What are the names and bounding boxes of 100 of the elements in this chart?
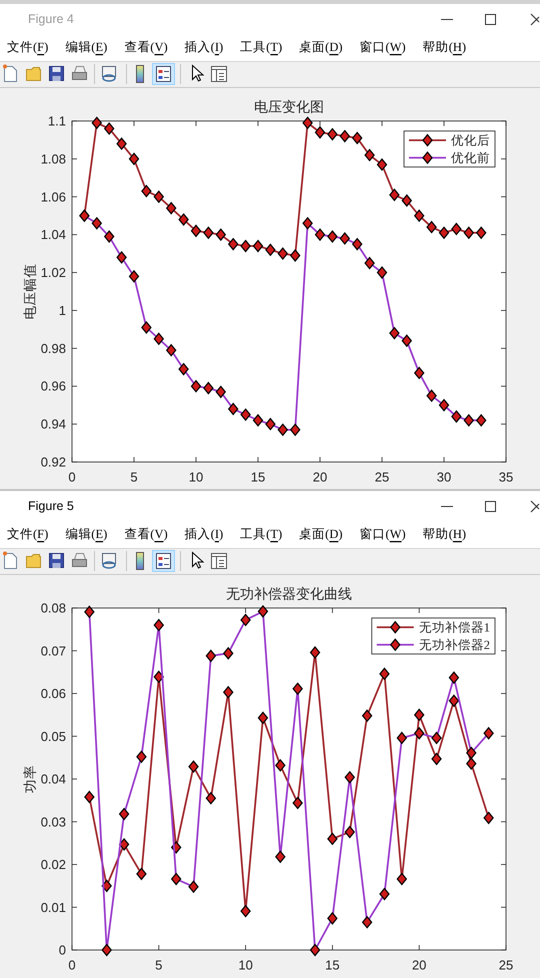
point [314, 228, 326, 241]
point [464, 414, 474, 426]
point [364, 149, 375, 162]
point [240, 240, 251, 252]
y-tick-label: 1.02 [40, 265, 66, 280]
point [396, 872, 407, 886]
point [223, 647, 234, 660]
point [476, 414, 486, 426]
text: 帮助(H) [422, 40, 466, 54]
point [92, 116, 102, 129]
point [484, 812, 494, 824]
point [327, 230, 338, 243]
text: 帮助(H) [422, 527, 466, 541]
point [290, 249, 300, 262]
chart-title: 无功补偿器变化曲线 [226, 586, 352, 602]
text: 桌面(D) [299, 527, 343, 541]
point [275, 850, 286, 863]
y-tick-label: 0 [58, 942, 66, 958]
point [379, 888, 390, 900]
point [116, 251, 127, 264]
point [292, 796, 303, 810]
point [216, 228, 226, 241]
point [451, 410, 462, 423]
y-tick-label: 0.02 [40, 857, 66, 872]
text: 查看(V) [124, 40, 168, 54]
point [431, 732, 442, 744]
y-tick-label: 0.07 [40, 643, 66, 658]
point [171, 872, 182, 886]
point [278, 248, 288, 260]
point [352, 132, 362, 144]
legend-label: 无功补偿器2 [418, 638, 490, 652]
point [190, 224, 202, 237]
x-tick-label: 15 [250, 470, 266, 484]
point [203, 226, 214, 239]
point [240, 614, 251, 626]
x-tick-label: 35 [498, 470, 514, 484]
point [362, 916, 372, 928]
y-tick-label: 1.1 [48, 114, 66, 128]
y-tick-label: 0.08 [40, 600, 66, 616]
text: 窗口(W) [360, 39, 406, 54]
legend-label: 优化后 [451, 133, 490, 148]
point [402, 194, 412, 207]
legend-label: 优化前 [451, 150, 490, 165]
x-tick-label: 25 [374, 470, 390, 484]
y-tick-label: 0.96 [40, 378, 66, 394]
point [216, 386, 226, 398]
point [118, 808, 130, 820]
point [141, 321, 152, 334]
point [438, 399, 450, 412]
point [166, 202, 176, 214]
point [141, 184, 152, 198]
point [362, 710, 372, 722]
point [84, 790, 94, 804]
point [104, 122, 114, 135]
point [340, 232, 350, 245]
point [228, 238, 238, 250]
x-tick-label: 0 [68, 470, 76, 484]
x-tick-label: 0 [68, 958, 76, 972]
point [136, 868, 147, 880]
point [136, 750, 147, 763]
point [448, 694, 460, 707]
y-tick-label: 0.04 [40, 772, 66, 786]
point [258, 712, 268, 724]
point [154, 619, 164, 632]
point [466, 758, 476, 770]
point [352, 238, 362, 250]
text: 工具(T) [240, 40, 282, 54]
point [228, 402, 238, 416]
x-tick-label: 10 [188, 470, 204, 484]
point [278, 424, 288, 436]
point [340, 130, 350, 142]
point [376, 158, 388, 171]
point [104, 230, 114, 243]
point [292, 682, 303, 695]
point [464, 226, 474, 239]
y-tick-label: 0.03 [40, 814, 66, 830]
point [166, 344, 176, 356]
text: 编辑(E) [65, 527, 108, 541]
x-tick-label: 25 [498, 958, 514, 972]
text: 插入(I) [184, 40, 224, 54]
point [223, 686, 234, 698]
y-tick-label: 0.98 [40, 340, 66, 356]
y-axis-title: 电压幅值 [22, 264, 38, 320]
point [240, 905, 251, 918]
y-tick-label: 1.06 [40, 189, 66, 204]
point [344, 771, 355, 784]
point [128, 270, 140, 282]
point [265, 418, 276, 430]
x-tick-label: 20 [312, 470, 328, 484]
text: 查看(V) [124, 527, 168, 541]
point [389, 327, 400, 340]
point [414, 727, 424, 740]
point [466, 746, 476, 760]
point [426, 220, 437, 234]
point [364, 256, 375, 270]
text: 桌面(D) [299, 40, 343, 54]
text: 插入(I) [184, 527, 224, 541]
point [154, 332, 164, 345]
point [116, 138, 127, 150]
text: 文件(F) [7, 527, 48, 541]
